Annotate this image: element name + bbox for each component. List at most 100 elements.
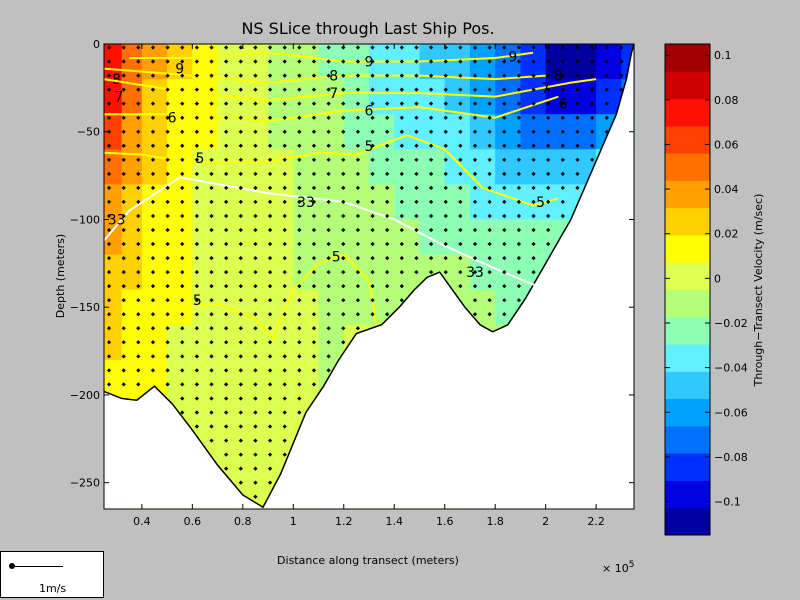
velocity-cell xyxy=(570,79,597,115)
measurement-point xyxy=(341,185,346,191)
measurement-point xyxy=(180,227,185,233)
velocity-cell xyxy=(104,114,123,150)
measurement-point xyxy=(209,312,214,317)
measurement-point xyxy=(487,312,492,317)
measurement-point xyxy=(253,87,258,92)
measurement-point xyxy=(224,410,229,415)
measurement-point xyxy=(136,269,141,275)
measurement-point xyxy=(150,45,156,50)
measurement-point xyxy=(502,241,507,247)
measurement-point xyxy=(150,129,156,134)
measurement-point xyxy=(136,340,141,345)
measurement-point xyxy=(136,129,141,134)
measurement-point xyxy=(575,157,580,162)
velocity-cell xyxy=(192,149,219,185)
velocity-cell xyxy=(369,219,395,256)
measurement-point xyxy=(560,157,565,162)
measurement-point xyxy=(502,157,507,162)
measurement-point xyxy=(165,255,170,261)
contour-label: 33 xyxy=(108,212,126,228)
measurement-point xyxy=(355,241,361,247)
measurement-point xyxy=(180,213,185,219)
x-tick-label: 2 xyxy=(542,515,549,528)
measurement-point xyxy=(209,241,214,247)
measurement-point xyxy=(209,438,214,443)
measurement-point xyxy=(458,157,463,162)
measurement-point xyxy=(560,199,565,205)
measurement-point xyxy=(209,284,214,289)
measurement-point xyxy=(136,87,141,92)
velocity-cell xyxy=(141,79,168,115)
y-tick-label: −100 xyxy=(70,213,100,226)
measurement-point xyxy=(194,199,199,205)
measurement-point xyxy=(194,45,199,50)
velocity-cell xyxy=(495,219,522,256)
measurement-point xyxy=(428,241,434,247)
measurement-point xyxy=(516,157,522,162)
measurement-point xyxy=(472,199,478,205)
measurement-point xyxy=(282,171,287,176)
measurement-point xyxy=(224,368,229,373)
velocity-cell xyxy=(318,289,345,326)
measurement-point xyxy=(267,213,273,219)
measurement-point xyxy=(311,354,317,359)
measurement-point xyxy=(136,171,141,176)
measurement-point xyxy=(253,45,258,50)
measurement-point xyxy=(194,185,199,191)
velocity-cell xyxy=(242,219,269,256)
measurement-point xyxy=(238,312,243,317)
y-axis-label: Depth (meters) xyxy=(54,234,67,318)
measurement-point xyxy=(311,368,317,373)
measurement-point xyxy=(458,143,463,148)
measurement-point xyxy=(238,368,243,373)
velocity-cell xyxy=(121,359,143,396)
measurement-point xyxy=(165,129,170,134)
x-axis-multiplier-base: × 10 xyxy=(602,562,629,575)
measurement-point xyxy=(253,480,258,485)
seabed-mask xyxy=(104,44,634,509)
measurement-point xyxy=(428,199,434,205)
measurement-point xyxy=(121,45,126,50)
measurement-point xyxy=(194,284,199,289)
measurement-point xyxy=(341,129,346,134)
measurement-point xyxy=(253,143,258,148)
measurement-point xyxy=(385,157,390,162)
measurement-point xyxy=(238,157,243,162)
measurement-point xyxy=(414,269,419,275)
measurement-point xyxy=(487,185,492,191)
measurement-point xyxy=(531,185,536,191)
measurement-point xyxy=(487,284,492,289)
colorbar-band xyxy=(665,153,710,181)
velocity-cell xyxy=(104,254,123,291)
measurement-point xyxy=(253,284,258,289)
velocity-cell xyxy=(520,149,547,185)
velocity-cell xyxy=(268,79,294,115)
contour-label: 6 xyxy=(365,104,374,120)
measurement-point xyxy=(428,171,434,176)
measurement-point xyxy=(355,326,361,331)
measurement-point xyxy=(180,45,185,50)
measurement-point xyxy=(209,115,214,120)
measurement-point xyxy=(224,354,229,359)
measurement-point xyxy=(253,410,258,415)
velocity-cell xyxy=(167,114,193,150)
velocity-cell xyxy=(268,184,294,221)
measurement-point xyxy=(282,340,287,345)
measurement-point xyxy=(165,241,170,247)
measurement-point xyxy=(267,269,273,275)
measurement-point xyxy=(238,241,243,247)
velocity-cell xyxy=(318,219,345,256)
measurement-point xyxy=(311,157,317,162)
measurement-point xyxy=(546,199,551,205)
measurement-point xyxy=(399,171,404,176)
measurement-point xyxy=(253,227,258,233)
measurement-point xyxy=(487,143,492,148)
velocity-cell xyxy=(192,79,219,115)
measurement-point xyxy=(385,171,390,176)
measurement-point xyxy=(180,354,185,359)
measurement-point xyxy=(531,241,536,247)
measurement-point xyxy=(487,255,492,261)
measurement-point xyxy=(297,368,302,373)
x-tick-label: 1.6 xyxy=(436,515,454,528)
measurement-point xyxy=(370,171,375,176)
